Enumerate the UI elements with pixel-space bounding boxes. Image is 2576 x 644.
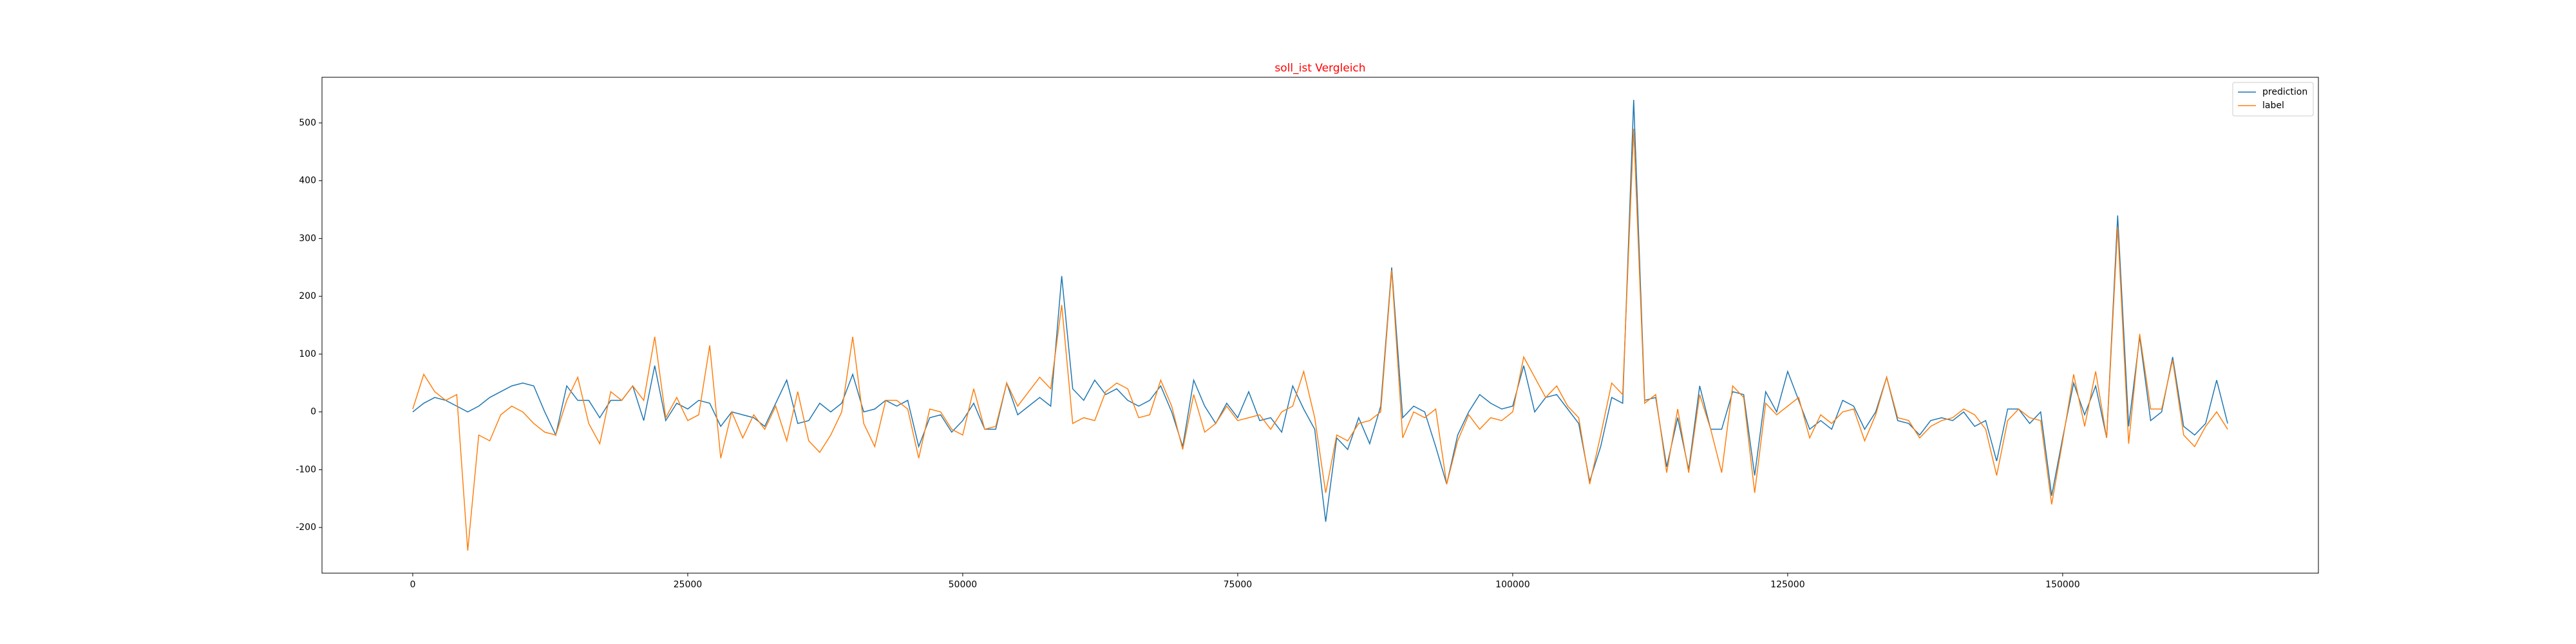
x-tick-label: 25000 [674,580,703,590]
y-tick-label: 300 [299,233,316,243]
series-line [412,99,2228,522]
legend-label: prediction [2262,87,2307,97]
x-tick-label: 0 [410,580,415,590]
x-tick-label: 100000 [1495,580,1530,590]
x-tick-label: 150000 [2045,580,2079,590]
x-tick-label: 50000 [949,580,978,590]
y-tick-label: 400 [299,176,316,186]
y-tick-label: -100 [296,464,316,475]
legend-label: label [2262,100,2284,111]
x-tick-label: 125000 [1770,580,1804,590]
y-tick-label: 200 [299,291,316,301]
y-tick-label: 500 [299,118,316,128]
chart-title: soll_ist Vergleich [1274,62,1365,75]
axes-frame [321,77,2319,574]
y-tick-label: 0 [310,407,316,417]
series-line [412,128,2228,551]
legend-box [2232,82,2314,117]
y-tick-label: 100 [299,349,316,359]
y-tick-label: -200 [296,522,316,533]
x-tick-label: 75000 [1224,580,1253,590]
